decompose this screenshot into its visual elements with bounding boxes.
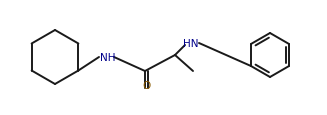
Text: NH: NH [100,53,115,62]
Text: O: O [142,80,151,90]
Text: HN: HN [183,39,198,49]
